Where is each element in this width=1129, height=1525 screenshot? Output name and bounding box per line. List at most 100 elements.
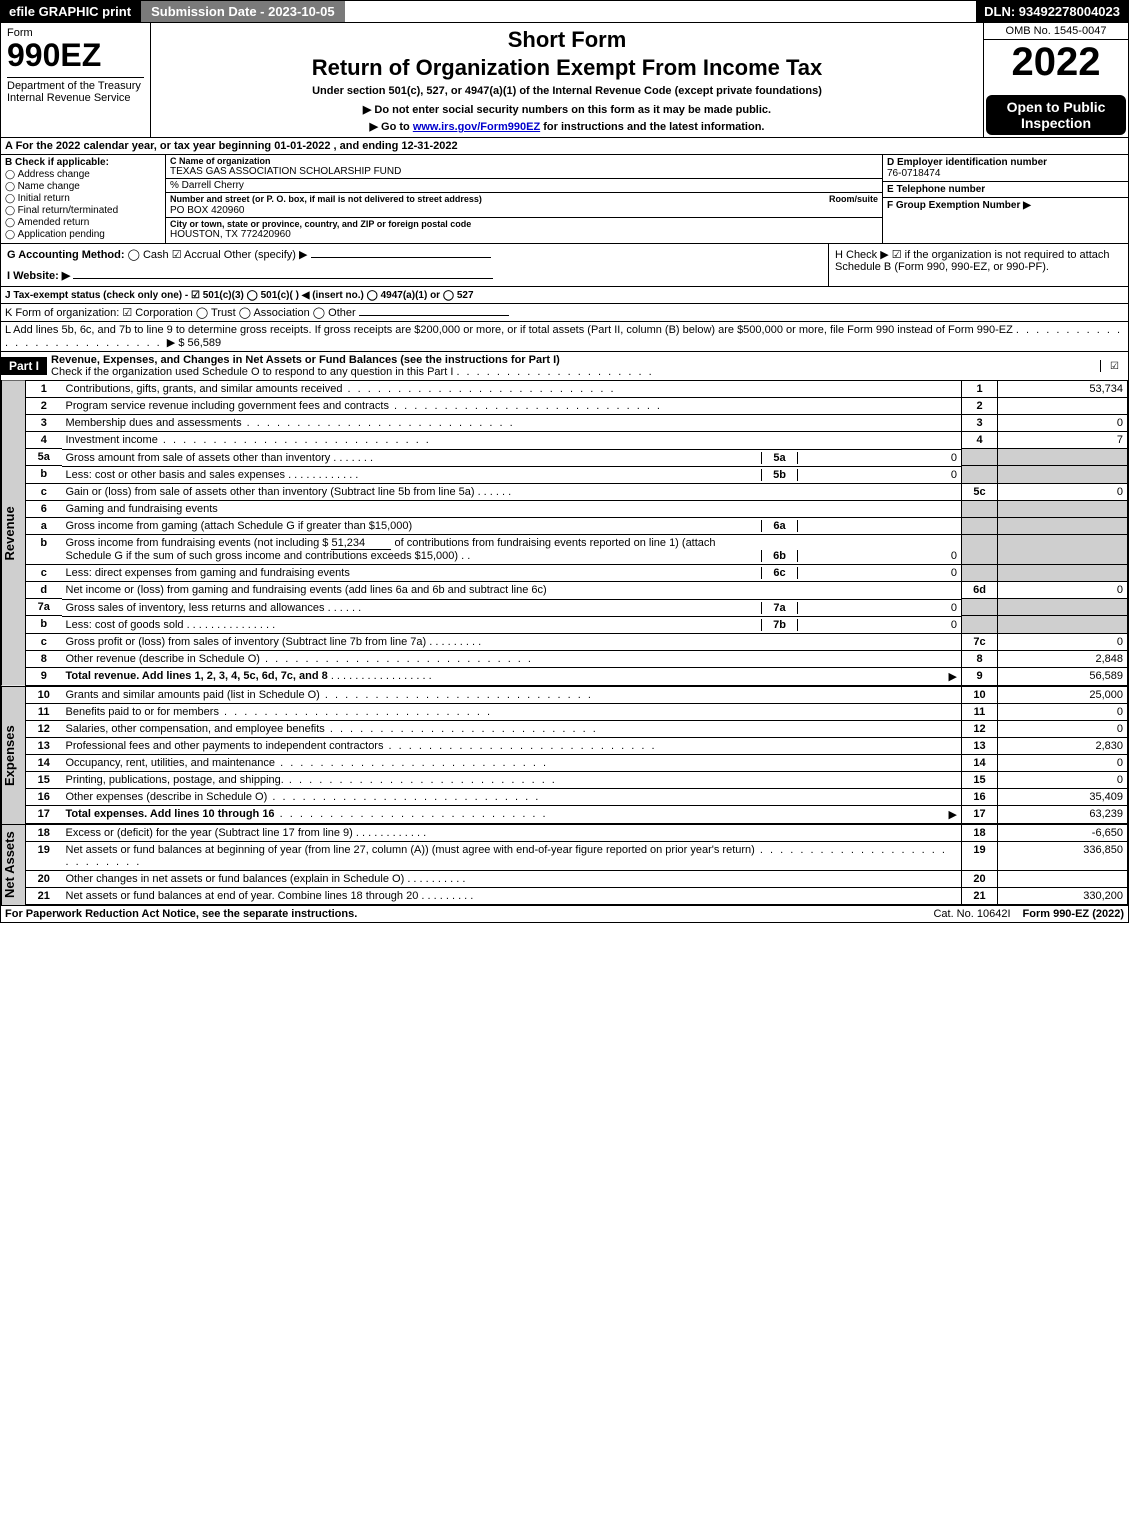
efile-label[interactable]: efile GRAPHIC print: [1, 1, 139, 22]
line-i: I Website: ▶: [7, 269, 822, 282]
chk-initial-return[interactable]: Initial return: [5, 193, 161, 204]
row-6b: bGross income from fundraising events (n…: [26, 534, 1128, 564]
row-7b: bLess: cost of goods sold . . . . . . . …: [26, 616, 1128, 634]
row-7a: 7aGross sales of inventory, less returns…: [26, 599, 1128, 616]
expenses-table: 10Grants and similar amounts paid (list …: [25, 687, 1128, 824]
line-k: K Form of organization: ☑ Corporation ◯ …: [0, 304, 1129, 322]
chk-application-pending[interactable]: Application pending: [5, 229, 161, 240]
form-number: 990EZ: [7, 39, 144, 71]
chk-amended-return[interactable]: Amended return: [5, 217, 161, 228]
row-5c: cGain or (loss) from sale of assets othe…: [26, 483, 1128, 500]
ein-lbl: D Employer identification number: [887, 157, 1124, 168]
chk-name-change[interactable]: Name change: [5, 181, 161, 192]
street: PO BOX 420960: [170, 205, 878, 216]
row-12: 12Salaries, other compensation, and empl…: [26, 720, 1128, 737]
revenue-tab: Revenue: [1, 381, 25, 686]
street-row: Number and street (or P. O. box, if mail…: [166, 193, 882, 218]
g-label: G Accounting Method:: [7, 249, 125, 261]
group-row: F Group Exemption Number ▶: [883, 198, 1128, 243]
section-ghi: G Accounting Method: Cash Accrual Other …: [0, 244, 1129, 287]
revenue-table: 1Contributions, gifts, grants, and simil…: [25, 381, 1128, 686]
g-other[interactable]: Other (specify) ▶: [224, 249, 308, 261]
section-gi-left: G Accounting Method: Cash Accrual Other …: [1, 244, 828, 286]
part1-schedule-o-check[interactable]: [1100, 360, 1128, 372]
g-other-blank[interactable]: [311, 257, 491, 258]
header-left: Form 990EZ Department of the Treasury In…: [1, 23, 151, 137]
row-11: 11Benefits paid to or for members110: [26, 703, 1128, 720]
row-8: 8Other revenue (describe in Schedule O)8…: [26, 650, 1128, 667]
row-2: 2Program service revenue including gover…: [26, 398, 1128, 415]
website-blank[interactable]: [73, 278, 493, 279]
netassets-block: Net Assets 18Excess or (deficit) for the…: [0, 825, 1129, 906]
line-l: L Add lines 5b, 6c, and 7b to line 9 to …: [0, 322, 1129, 352]
revenue-block: Revenue 1Contributions, gifts, grants, a…: [0, 381, 1129, 687]
section-h: H Check ▶ ☑ if the organization is not r…: [828, 244, 1128, 286]
line-j: J Tax-exempt status (check only one) - ☑…: [0, 287, 1129, 304]
part1-header: Part I Revenue, Expenses, and Changes in…: [0, 352, 1129, 381]
row-6c: cLess: direct expenses from gaming and f…: [26, 564, 1128, 582]
header-right: OMB No. 1545-0047 2022 Open to Public In…: [983, 23, 1128, 137]
k-other-blank[interactable]: [359, 315, 509, 316]
short-form-title: Short Form: [157, 27, 977, 53]
chk-address-change[interactable]: Address change: [5, 169, 161, 180]
goto-line: ▶ Go to www.irs.gov/Form990EZ for instru…: [157, 120, 977, 133]
tel-row: E Telephone number: [883, 182, 1128, 198]
section-c: C Name of organization TEXAS GAS ASSOCIA…: [166, 155, 883, 243]
city-lbl: City or town, state or province, country…: [170, 219, 878, 229]
street-lbl: Number and street (or P. O. box, if mail…: [170, 194, 482, 204]
row-6a: aGross income from gaming (attach Schedu…: [26, 517, 1128, 534]
expenses-tab: Expenses: [1, 687, 25, 824]
row-6: 6Gaming and fundraising events: [26, 500, 1128, 517]
row-9: 9Total revenue. Add lines 1, 2, 3, 4, 5c…: [26, 667, 1128, 685]
part1-label: Part I: [1, 357, 47, 375]
line-g: G Accounting Method: Cash Accrual Other …: [7, 248, 822, 261]
topbar: efile GRAPHIC print Submission Date - 20…: [0, 0, 1129, 23]
row-5a: 5aGross amount from sale of assets other…: [26, 449, 1128, 466]
b-title: B Check if applicable:: [5, 157, 161, 168]
room-lbl: Room/suite: [829, 194, 878, 204]
under-section: Under section 501(c), 527, or 4947(a)(1)…: [157, 85, 977, 97]
section-bcd: B Check if applicable: Address change Na…: [0, 155, 1129, 244]
irs-link[interactable]: www.irs.gov/Form990EZ: [413, 121, 540, 133]
footer-right: Form 990-EZ (2022): [1019, 906, 1128, 922]
row-5b: bLess: cost or other basis and sales exp…: [26, 466, 1128, 484]
g-cash[interactable]: Cash: [128, 249, 169, 261]
expenses-block: Expenses 10Grants and similar amounts pa…: [0, 687, 1129, 825]
omb-number: OMB No. 1545-0047: [984, 23, 1128, 40]
footer-left: For Paperwork Reduction Act Notice, see …: [1, 906, 925, 922]
department: Department of the Treasury Internal Reve…: [7, 77, 144, 104]
l-text: L Add lines 5b, 6c, and 7b to line 9 to …: [5, 324, 1013, 336]
row-16: 16Other expenses (describe in Schedule O…: [26, 788, 1128, 805]
tel-lbl: E Telephone number: [887, 184, 1124, 195]
chk-final-return[interactable]: Final return/terminated: [5, 205, 161, 216]
header-center: Short Form Return of Organization Exempt…: [151, 23, 983, 137]
row-10: 10Grants and similar amounts paid (list …: [26, 687, 1128, 704]
j-text: J Tax-exempt status (check only one) - ☑…: [5, 290, 474, 301]
ein: 76-0718474: [887, 168, 1124, 179]
topbar-spacer: [345, 1, 977, 22]
netassets-tab: Net Assets: [1, 825, 25, 905]
h-text: H Check ▶ ☑ if the organization is not r…: [835, 249, 1110, 273]
row-20: 20Other changes in net assets or fund ba…: [26, 870, 1128, 887]
open-to-public: Open to Public Inspection: [986, 95, 1126, 135]
row-7c: cGross profit or (loss) from sales of in…: [26, 633, 1128, 650]
part1-title: Revenue, Expenses, and Changes in Net As…: [47, 352, 1100, 380]
row-19: 19Net assets or fund balances at beginni…: [26, 841, 1128, 870]
i-label: I Website: ▶: [7, 270, 70, 282]
row-3: 3Membership dues and assessments30: [26, 415, 1128, 432]
section-b: B Check if applicable: Address change Na…: [1, 155, 166, 243]
k-text: K Form of organization: ☑ Corporation ◯ …: [5, 307, 356, 319]
org-name: TEXAS GAS ASSOCIATION SCHOLARSHIP FUND: [170, 166, 878, 177]
goto-prefix: ▶ Go to: [370, 121, 413, 133]
org-name-lbl: C Name of organization: [170, 156, 878, 166]
row-14: 14Occupancy, rent, utilities, and mainte…: [26, 754, 1128, 771]
g-accrual[interactable]: Accrual: [172, 249, 221, 261]
row-15: 15Printing, publications, postage, and s…: [26, 771, 1128, 788]
row-17: 17Total expenses. Add lines 10 through 1…: [26, 805, 1128, 823]
footer-center: Cat. No. 10642I: [925, 906, 1018, 922]
row-1: 1Contributions, gifts, grants, and simil…: [26, 381, 1128, 398]
tax-year: 2022: [984, 40, 1128, 93]
submission-date: Submission Date - 2023-10-05: [139, 1, 345, 22]
section-def: D Employer identification number 76-0718…: [883, 155, 1128, 243]
group-lbl: F Group Exemption Number ▶: [887, 200, 1031, 211]
